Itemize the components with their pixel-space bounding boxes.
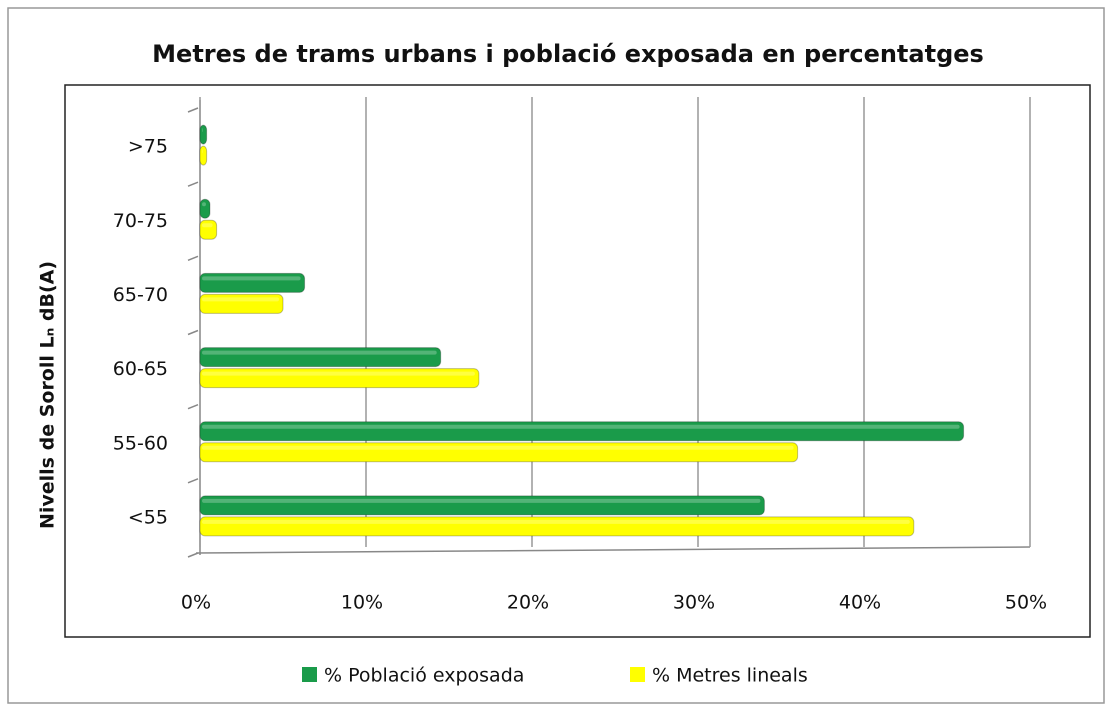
y-tick-label: <55 [128, 506, 168, 528]
y-tick-label: >75 [128, 136, 168, 158]
bar [199, 347, 442, 368]
legend-swatch [630, 667, 645, 682]
bar [199, 145, 208, 166]
bar-highlight [202, 223, 213, 228]
legend-swatch [302, 667, 317, 682]
y-tick-label: 55-60 [113, 432, 168, 454]
category-tick [187, 329, 199, 336]
legend-label: % Població exposada [324, 665, 524, 687]
bar-highlight [202, 128, 203, 133]
bar [199, 219, 218, 240]
bar [199, 293, 284, 314]
bar-highlight [202, 350, 437, 355]
bar [199, 124, 208, 145]
bar [199, 368, 480, 389]
category-tick [187, 107, 199, 113]
bar-highlight [202, 371, 475, 376]
category-tick [187, 181, 199, 187]
bar-highlight [202, 276, 301, 281]
x-tick-label: 50% [1005, 592, 1047, 614]
legend-label: % Metres lineals [652, 665, 808, 687]
x-tick-label: 40% [839, 592, 881, 614]
x-tick-label: 30% [673, 592, 715, 614]
bar-highlight [202, 498, 761, 503]
bar-highlight [202, 424, 960, 429]
bar [199, 516, 915, 537]
bar-highlight [202, 519, 910, 524]
bar-highlight [202, 445, 794, 450]
bar-highlight [202, 202, 206, 207]
x-tick-label: 20% [507, 592, 549, 614]
y-axis-label: Nivells de Soroll Lₙ dB(A) [37, 261, 59, 529]
bar [199, 442, 799, 463]
y-tick-label: 70-75 [113, 210, 168, 232]
y-tick-label: 65-70 [113, 284, 168, 306]
category-tick [187, 403, 199, 410]
bar [199, 495, 765, 516]
bar-highlight [202, 149, 203, 154]
x-tick-label: 10% [341, 592, 383, 614]
x-tick-label: 0% [181, 592, 211, 614]
floor-line [195, 546, 1031, 554]
category-tick [187, 255, 199, 262]
chart-title: Metres de trams urbans i població exposa… [152, 40, 984, 68]
bar [199, 198, 211, 219]
category-tick [187, 478, 199, 484]
bar-highlight [202, 297, 279, 302]
bar [199, 272, 306, 293]
category-tick [187, 552, 199, 558]
bar [199, 421, 965, 442]
y-tick-label: 60-65 [113, 358, 168, 380]
